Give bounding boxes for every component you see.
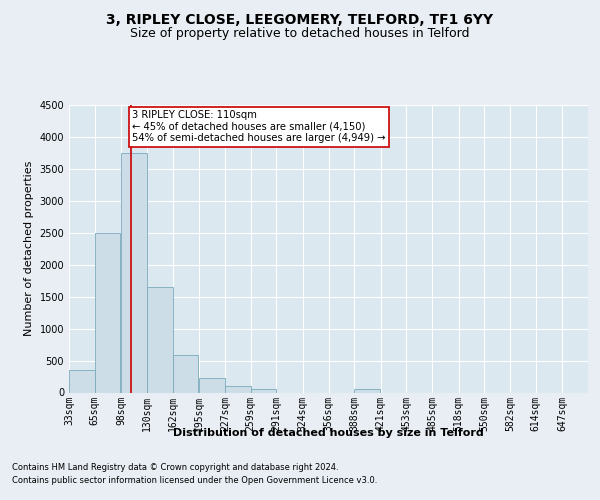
Bar [147,287,173,393]
Text: Distribution of detached houses by size in Telford: Distribution of detached houses by size … [173,428,484,438]
Bar [199,378,225,392]
Bar [251,388,276,392]
Y-axis label: Number of detached properties: Number of detached properties [24,161,34,336]
Text: Contains public sector information licensed under the Open Government Licence v3: Contains public sector information licen… [12,476,377,485]
Bar [225,386,251,392]
Text: Contains HM Land Registry data © Crown copyright and database right 2024.: Contains HM Land Registry data © Crown c… [12,462,338,471]
Bar [354,388,380,392]
Bar [173,356,199,393]
Bar [121,153,147,392]
Text: Size of property relative to detached houses in Telford: Size of property relative to detached ho… [130,28,470,40]
Text: 3, RIPLEY CLOSE, LEEGOMERY, TELFORD, TF1 6YY: 3, RIPLEY CLOSE, LEEGOMERY, TELFORD, TF1… [106,12,494,26]
Bar [69,370,95,392]
Text: 3 RIPLEY CLOSE: 110sqm
← 45% of detached houses are smaller (4,150)
54% of semi-: 3 RIPLEY CLOSE: 110sqm ← 45% of detached… [133,110,386,144]
Bar [95,233,121,392]
